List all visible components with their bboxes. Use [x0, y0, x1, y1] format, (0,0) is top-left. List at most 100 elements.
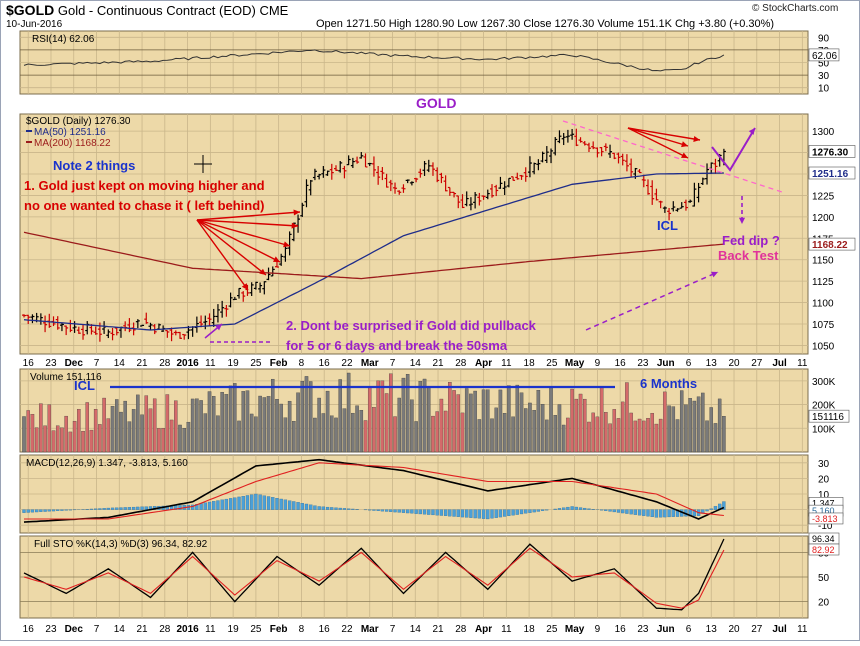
date-label: 21 — [136, 358, 148, 369]
volume-bar — [360, 410, 363, 452]
macd-histogram-bar — [575, 507, 578, 510]
date-label: 23 — [45, 358, 57, 369]
date-label: 11 — [205, 358, 216, 369]
volume-bar — [672, 407, 675, 452]
volume-bar — [528, 403, 531, 452]
date-label: 27 — [751, 358, 763, 369]
macd-histogram-bar — [347, 509, 350, 510]
volume-bar — [77, 409, 80, 452]
volume-bar — [465, 388, 468, 452]
volume-bar — [474, 391, 477, 452]
macd-histogram-bar — [410, 510, 413, 514]
volume-bar — [246, 391, 249, 452]
volume-tick: 300K — [812, 377, 836, 388]
date-label: 23 — [637, 358, 649, 369]
volume-bar — [604, 412, 607, 452]
macd-histogram-bar — [613, 510, 616, 512]
macd-histogram-bar — [309, 505, 312, 510]
macd-histogram-bar — [271, 497, 274, 509]
rsi-tick: 90 — [818, 33, 830, 44]
date-label: 14 — [410, 624, 422, 635]
volume-bar — [663, 392, 666, 452]
macd-histogram-bar — [119, 508, 122, 510]
macd-histogram-bar — [280, 499, 283, 510]
macd-histogram-bar — [381, 510, 384, 512]
rsi-tick: 10 — [818, 84, 830, 95]
volume-bar — [174, 401, 177, 452]
volume-bar — [263, 397, 266, 452]
date-label: 28 — [455, 358, 467, 369]
volume-bar — [393, 417, 396, 452]
price-tick: 1225 — [812, 191, 835, 202]
date-label: 8 — [299, 358, 305, 369]
macd-histogram-bar — [52, 510, 55, 511]
macd-histogram-bar — [339, 508, 342, 510]
volume-bar — [326, 391, 329, 452]
volume-bar — [630, 413, 633, 452]
macd-histogram-bar — [200, 503, 203, 509]
macd-histogram-bar — [668, 510, 671, 517]
volume-bar — [705, 421, 708, 452]
volume-bar — [288, 401, 291, 452]
volume-bar — [524, 408, 527, 452]
volume-bar — [225, 394, 228, 452]
volume-bar — [368, 386, 371, 452]
volume-bar — [596, 417, 599, 452]
volume-bar — [191, 399, 194, 452]
volume-bar — [111, 406, 114, 452]
macd-histogram-bar — [330, 507, 333, 509]
macd-histogram-bar — [305, 504, 308, 510]
volume-bar — [107, 419, 110, 452]
volume-bar — [402, 378, 405, 452]
macd-histogram-bar — [326, 507, 329, 509]
volume-bar — [343, 409, 346, 452]
volume-bar — [318, 398, 321, 452]
volume-bar — [592, 413, 595, 452]
volume-bar — [461, 413, 464, 452]
macd-histogram-bar — [659, 510, 662, 518]
date-label: Jul — [772, 624, 787, 635]
macd-histogram-bar — [528, 510, 531, 513]
volume-bar — [309, 381, 312, 452]
volume-bar — [22, 416, 25, 452]
volume-bar — [545, 420, 548, 452]
volume-bar — [339, 379, 342, 452]
volume-bar — [267, 396, 270, 452]
volume-bar — [410, 400, 413, 452]
volume-bar — [697, 397, 700, 452]
date-label: 22 — [341, 358, 353, 369]
rsi-legend: RSI(14) 62.06 — [32, 34, 95, 45]
macd-histogram-bar — [136, 507, 139, 510]
volume-bar — [499, 390, 502, 452]
date-label: 16 — [23, 624, 35, 635]
date-label: 11 — [501, 358, 512, 369]
symbol-description: Gold - Continuous Contract (EOD) — [58, 3, 256, 18]
ma200-legend: MA(200) 1168.22 — [34, 138, 111, 149]
macd-histogram-bar — [448, 510, 451, 517]
date-label: Feb — [270, 358, 288, 369]
sto-tick: 20 — [818, 598, 830, 609]
volume-bar — [86, 402, 89, 452]
ma200-last-tag: 1168.22 — [812, 240, 848, 251]
macd-histogram-bar — [524, 510, 527, 514]
volume-bar — [642, 421, 645, 452]
macd-histogram-bar — [482, 510, 485, 519]
volume-bar — [259, 396, 262, 452]
macd-histogram-bar — [301, 503, 304, 509]
macd-histogram-bar — [642, 510, 645, 516]
macd-histogram-bar — [27, 510, 30, 513]
volume-bar — [178, 425, 181, 452]
volume-bar — [115, 399, 118, 452]
volume-bar — [440, 399, 443, 452]
volume-bar — [600, 387, 603, 452]
date-label: 28 — [455, 624, 467, 635]
date-label: 7 — [94, 358, 100, 369]
macd-histogram-bar — [368, 510, 371, 511]
macd-tick: 20 — [818, 474, 830, 485]
volume-bar — [212, 396, 215, 452]
date-label: 21 — [136, 624, 148, 635]
price-tick: 1200 — [812, 213, 835, 224]
macd-histogram-bar — [56, 510, 59, 511]
macd-histogram-bar — [461, 510, 464, 517]
